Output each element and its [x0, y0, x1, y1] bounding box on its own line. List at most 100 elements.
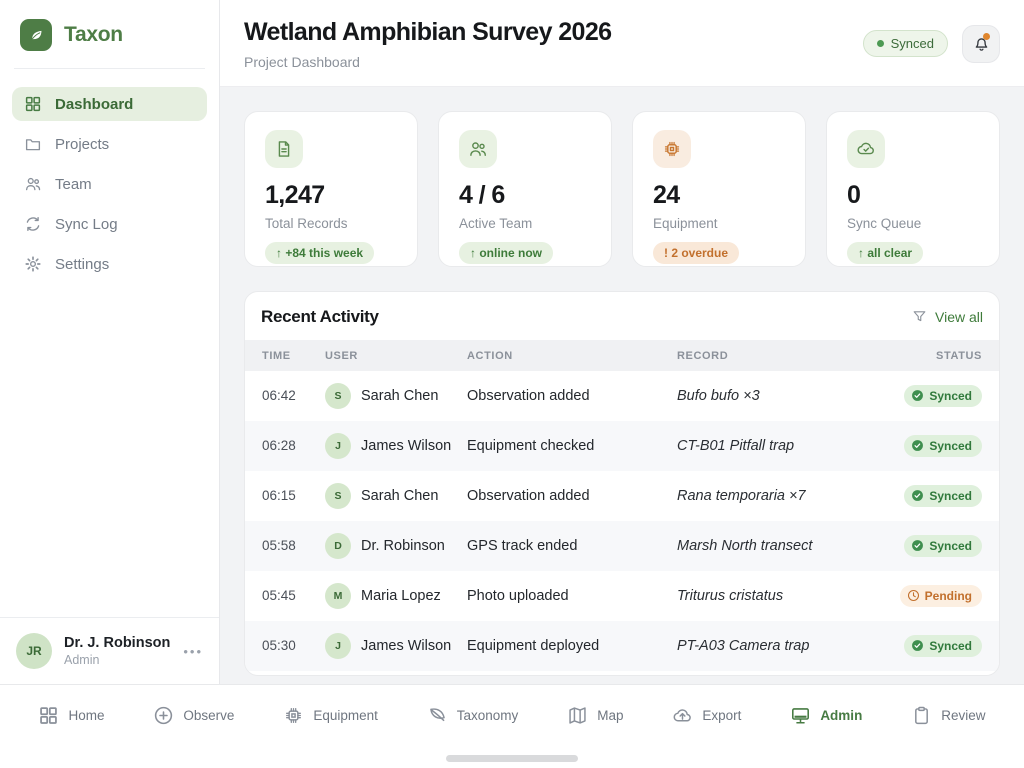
user-role: Admin: [64, 652, 100, 667]
user-menu-icon[interactable]: •••: [183, 643, 203, 659]
user-name: James Wilson: [361, 637, 452, 654]
table-row: 05:58 D Dr. Robinson GPS track ended Mars…: [245, 520, 999, 571]
recent-activity-card: Recent Activity View all TIME: [244, 290, 1000, 676]
cell-record: PT-A03 Camera trap: [677, 637, 810, 654]
content: 1,247 Total Records ↑ +84 this week 4 / …: [220, 87, 1024, 684]
cell-action: Equipment deployed: [467, 637, 600, 654]
table-row: 05:30 J James Wilson Equipment deployed P…: [245, 620, 999, 671]
cell-user: S Sarah Chen: [325, 482, 467, 509]
bottom-nav-admin[interactable]: Admin: [790, 705, 862, 726]
cell-action: GPS track ended: [467, 537, 578, 554]
status-badge: Pending: [899, 584, 982, 607]
stat-card-sync-queue: 0 Sync Queue ↑ all clear: [826, 110, 1000, 267]
bottom-nav-equipment[interactable]: Equipment: [283, 705, 378, 726]
sidebar-item-sync-log[interactable]: Sync Log: [12, 207, 207, 241]
page-subtitle: Project Dashboard: [244, 54, 360, 70]
cell-time: 05:45: [262, 588, 296, 604]
bottom-nav-label: Observe: [183, 708, 235, 723]
leaf-icon: [427, 705, 448, 726]
cell-action: Photo uploaded: [467, 587, 569, 604]
sidebar-item-team[interactable]: Team: [12, 167, 207, 201]
cell-record: CT-B01 Pitfall trap: [677, 437, 795, 454]
chip-icon: [283, 705, 304, 726]
avatar: J: [325, 632, 351, 659]
stat-value: 4 / 6: [459, 180, 505, 209]
sidebar-user-section: JR Dr. J. Robinson Admin •••: [0, 617, 219, 684]
leaf-logo-icon: [20, 19, 52, 51]
sidebar-item-settings[interactable]: Settings: [12, 247, 207, 281]
bottom-nav-label: Review: [941, 708, 986, 723]
sidebar-item-projects[interactable]: Projects: [12, 127, 207, 161]
view-all-button[interactable]: View all: [912, 309, 983, 325]
bottom-nav-label: Taxonomy: [456, 708, 519, 723]
bottom-nav-observe[interactable]: Observe: [153, 705, 234, 726]
check-circle-icon: [912, 390, 924, 401]
notification-dot-icon: [983, 32, 990, 40]
grid-icon: [24, 95, 42, 113]
status-badge: Synced: [904, 484, 982, 507]
cell-user: S Sarah Chen: [325, 382, 467, 409]
avatar: S: [325, 382, 351, 409]
activity-header: Recent Activity View all: [245, 292, 999, 340]
stat-label: Equipment: [653, 215, 718, 231]
cell-user: J James Wilson: [325, 632, 467, 659]
home-indicator[interactable]: [446, 755, 578, 762]
users-icon: [459, 129, 497, 168]
stat-badge: ↑ all clear: [847, 241, 924, 264]
grid-icon: [38, 705, 59, 726]
user-name: Dr. J. Robinson: [64, 634, 171, 651]
gear-icon: [24, 255, 42, 273]
bottom-nav-taxonomy[interactable]: Taxonomy: [427, 705, 519, 726]
cell-action: Observation added: [467, 487, 590, 504]
status-badge: Synced: [904, 434, 982, 457]
status-badge: Synced: [904, 634, 982, 657]
column-status: STATUS: [936, 349, 982, 362]
bottom-nav-label: Equipment: [313, 708, 378, 723]
user-name: James Wilson: [361, 437, 452, 454]
cell-status: Synced: [877, 421, 999, 471]
column-time: TIME: [262, 349, 291, 362]
view-all-label: View all: [935, 308, 983, 325]
table-row: 06:42 S Sarah Chen Observation added Bufo…: [245, 371, 999, 421]
column-action: ACTION: [467, 349, 513, 362]
chip-icon: [653, 129, 691, 168]
sidebar-item-label: Dashboard: [55, 95, 134, 113]
cell-action: Equipment checked: [467, 437, 595, 454]
cloud-check-icon: [847, 129, 885, 168]
bottom-nav-label: Map: [597, 708, 624, 723]
sidebar-nav: Dashboard Projects Team: [0, 87, 219, 281]
sidebar-divider: [14, 68, 205, 69]
map-icon: [567, 705, 588, 726]
stat-label: Sync Queue: [847, 215, 922, 231]
status-badge: Synced: [904, 384, 982, 407]
user-name: Dr. Robinson: [361, 537, 445, 554]
stat-badge: ↑ +84 this week: [265, 241, 375, 264]
sync-status-badge: Synced: [862, 30, 948, 58]
bottom-nav-export[interactable]: Export: [672, 705, 741, 726]
bottom-nav-map[interactable]: Map: [567, 705, 623, 726]
bottom-nav-home[interactable]: Home: [38, 705, 104, 726]
bottom-nav: Home Observe Equipment Taxonomy Map: [0, 684, 1024, 768]
cell-action: Observation added: [467, 387, 590, 404]
cloud-upload-icon: [672, 705, 693, 726]
sidebar-item-label: Settings: [55, 255, 110, 273]
stat-value: 1,247: [265, 180, 325, 209]
cell-time: 06:42: [262, 388, 296, 404]
cell-status: Pending: [877, 571, 999, 621]
cell-time: 06:28: [262, 438, 296, 454]
cell-status: Synced: [877, 471, 999, 521]
cell-record: Bufo bufo ×3: [677, 387, 760, 404]
status-badge: Synced: [904, 534, 982, 557]
stat-value: 24: [653, 180, 680, 209]
column-user: USER: [325, 349, 358, 362]
sidebar-item-dashboard[interactable]: Dashboard: [12, 87, 207, 121]
sidebar-item-label: Projects: [55, 135, 110, 153]
bottom-nav-label: Admin: [820, 708, 863, 723]
stat-label: Total Records: [265, 215, 348, 231]
bottom-nav-review[interactable]: Review: [911, 705, 985, 726]
notifications-button[interactable]: [962, 24, 1000, 63]
bell-icon: [972, 34, 991, 53]
clock-icon: [907, 590, 919, 602]
check-circle-icon: [912, 490, 924, 501]
